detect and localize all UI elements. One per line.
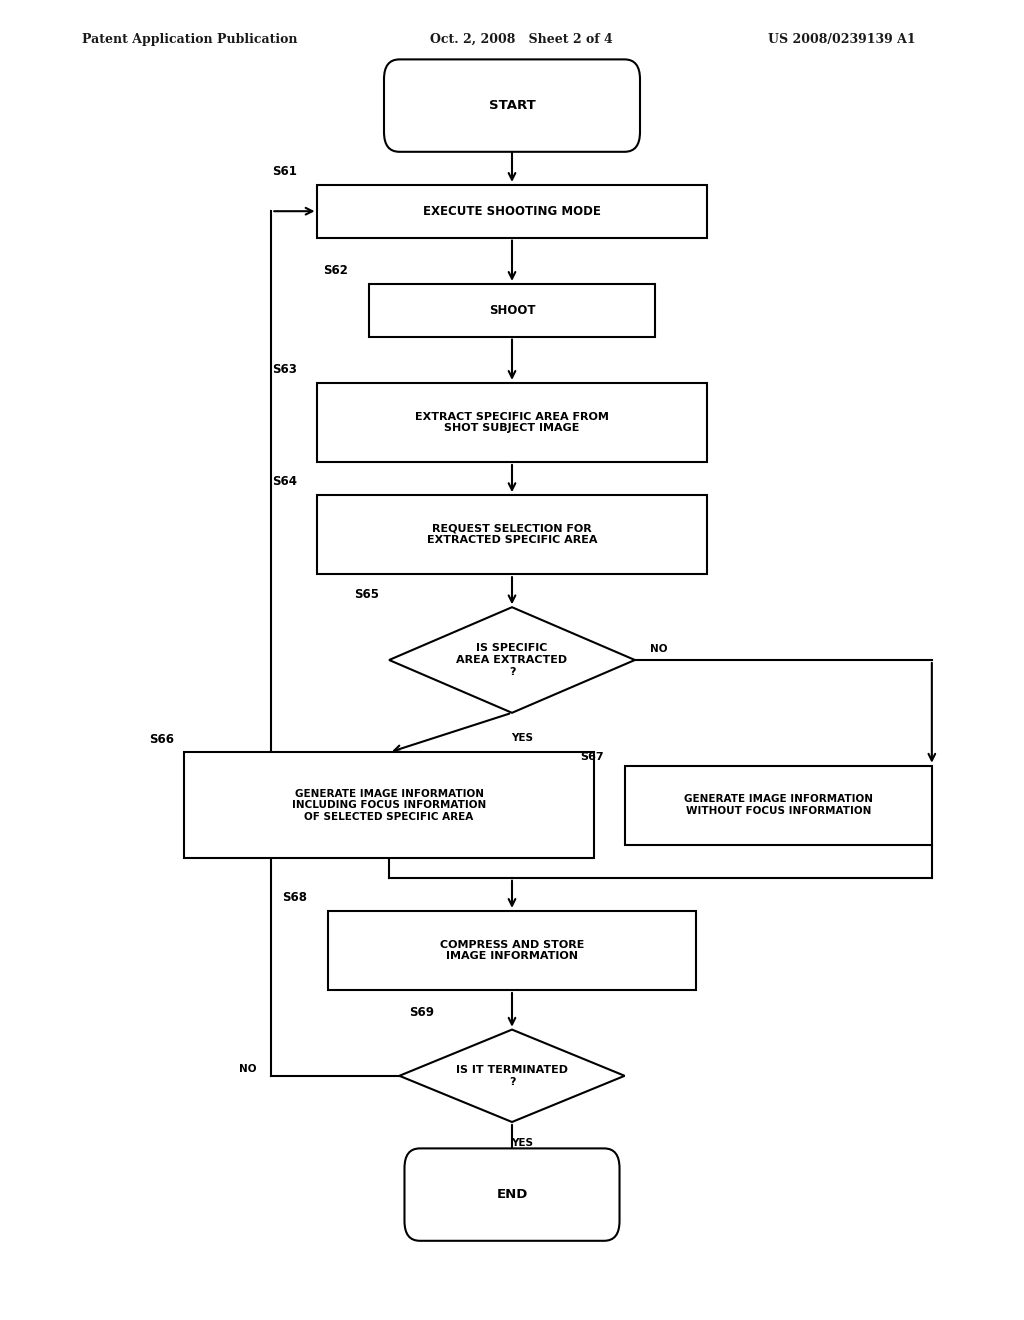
Text: YES: YES [511, 733, 534, 743]
FancyBboxPatch shape [404, 1148, 620, 1241]
FancyBboxPatch shape [369, 284, 655, 337]
Text: S69: S69 [410, 1006, 434, 1019]
Polygon shape [399, 1030, 625, 1122]
Text: NO: NO [650, 644, 668, 655]
Text: Oct. 2, 2008   Sheet 2 of 4: Oct. 2, 2008 Sheet 2 of 4 [430, 33, 612, 46]
Text: END: END [497, 1188, 527, 1201]
FancyBboxPatch shape [184, 752, 594, 858]
FancyBboxPatch shape [317, 383, 707, 462]
Text: S67: S67 [581, 752, 604, 763]
Text: US 2008/0239139 A1: US 2008/0239139 A1 [768, 33, 915, 46]
Text: GENERATE IMAGE INFORMATION
INCLUDING FOCUS INFORMATION
OF SELECTED SPECIFIC AREA: GENERATE IMAGE INFORMATION INCLUDING FOC… [292, 788, 486, 822]
FancyBboxPatch shape [317, 495, 707, 574]
Text: COMPRESS AND STORE
IMAGE INFORMATION: COMPRESS AND STORE IMAGE INFORMATION [440, 940, 584, 961]
Text: EXECUTE SHOOTING MODE: EXECUTE SHOOTING MODE [423, 205, 601, 218]
Text: NO: NO [239, 1064, 256, 1074]
Polygon shape [389, 607, 635, 713]
Text: S62: S62 [324, 264, 348, 277]
Text: FIG. 2: FIG. 2 [480, 66, 544, 84]
Text: S65: S65 [354, 587, 379, 601]
Text: S68: S68 [283, 891, 307, 904]
Text: SHOOT: SHOOT [488, 304, 536, 317]
Text: IS SPECIFIC
AREA EXTRACTED
?: IS SPECIFIC AREA EXTRACTED ? [457, 643, 567, 677]
FancyBboxPatch shape [328, 911, 696, 990]
Text: S64: S64 [272, 475, 297, 488]
Text: IS IT TERMINATED
?: IS IT TERMINATED ? [456, 1065, 568, 1086]
Text: GENERATE IMAGE INFORMATION
WITHOUT FOCUS INFORMATION: GENERATE IMAGE INFORMATION WITHOUT FOCUS… [684, 795, 872, 816]
Text: EXTRACT SPECIFIC AREA FROM
SHOT SUBJECT IMAGE: EXTRACT SPECIFIC AREA FROM SHOT SUBJECT … [415, 412, 609, 433]
FancyBboxPatch shape [625, 766, 932, 845]
Text: REQUEST SELECTION FOR
EXTRACTED SPECIFIC AREA: REQUEST SELECTION FOR EXTRACTED SPECIFIC… [427, 524, 597, 545]
Text: S61: S61 [272, 165, 297, 178]
Text: Patent Application Publication: Patent Application Publication [82, 33, 297, 46]
Text: S63: S63 [272, 363, 297, 376]
FancyBboxPatch shape [384, 59, 640, 152]
FancyBboxPatch shape [317, 185, 707, 238]
Text: S66: S66 [150, 733, 174, 746]
Text: START: START [488, 99, 536, 112]
Text: YES: YES [511, 1138, 534, 1148]
